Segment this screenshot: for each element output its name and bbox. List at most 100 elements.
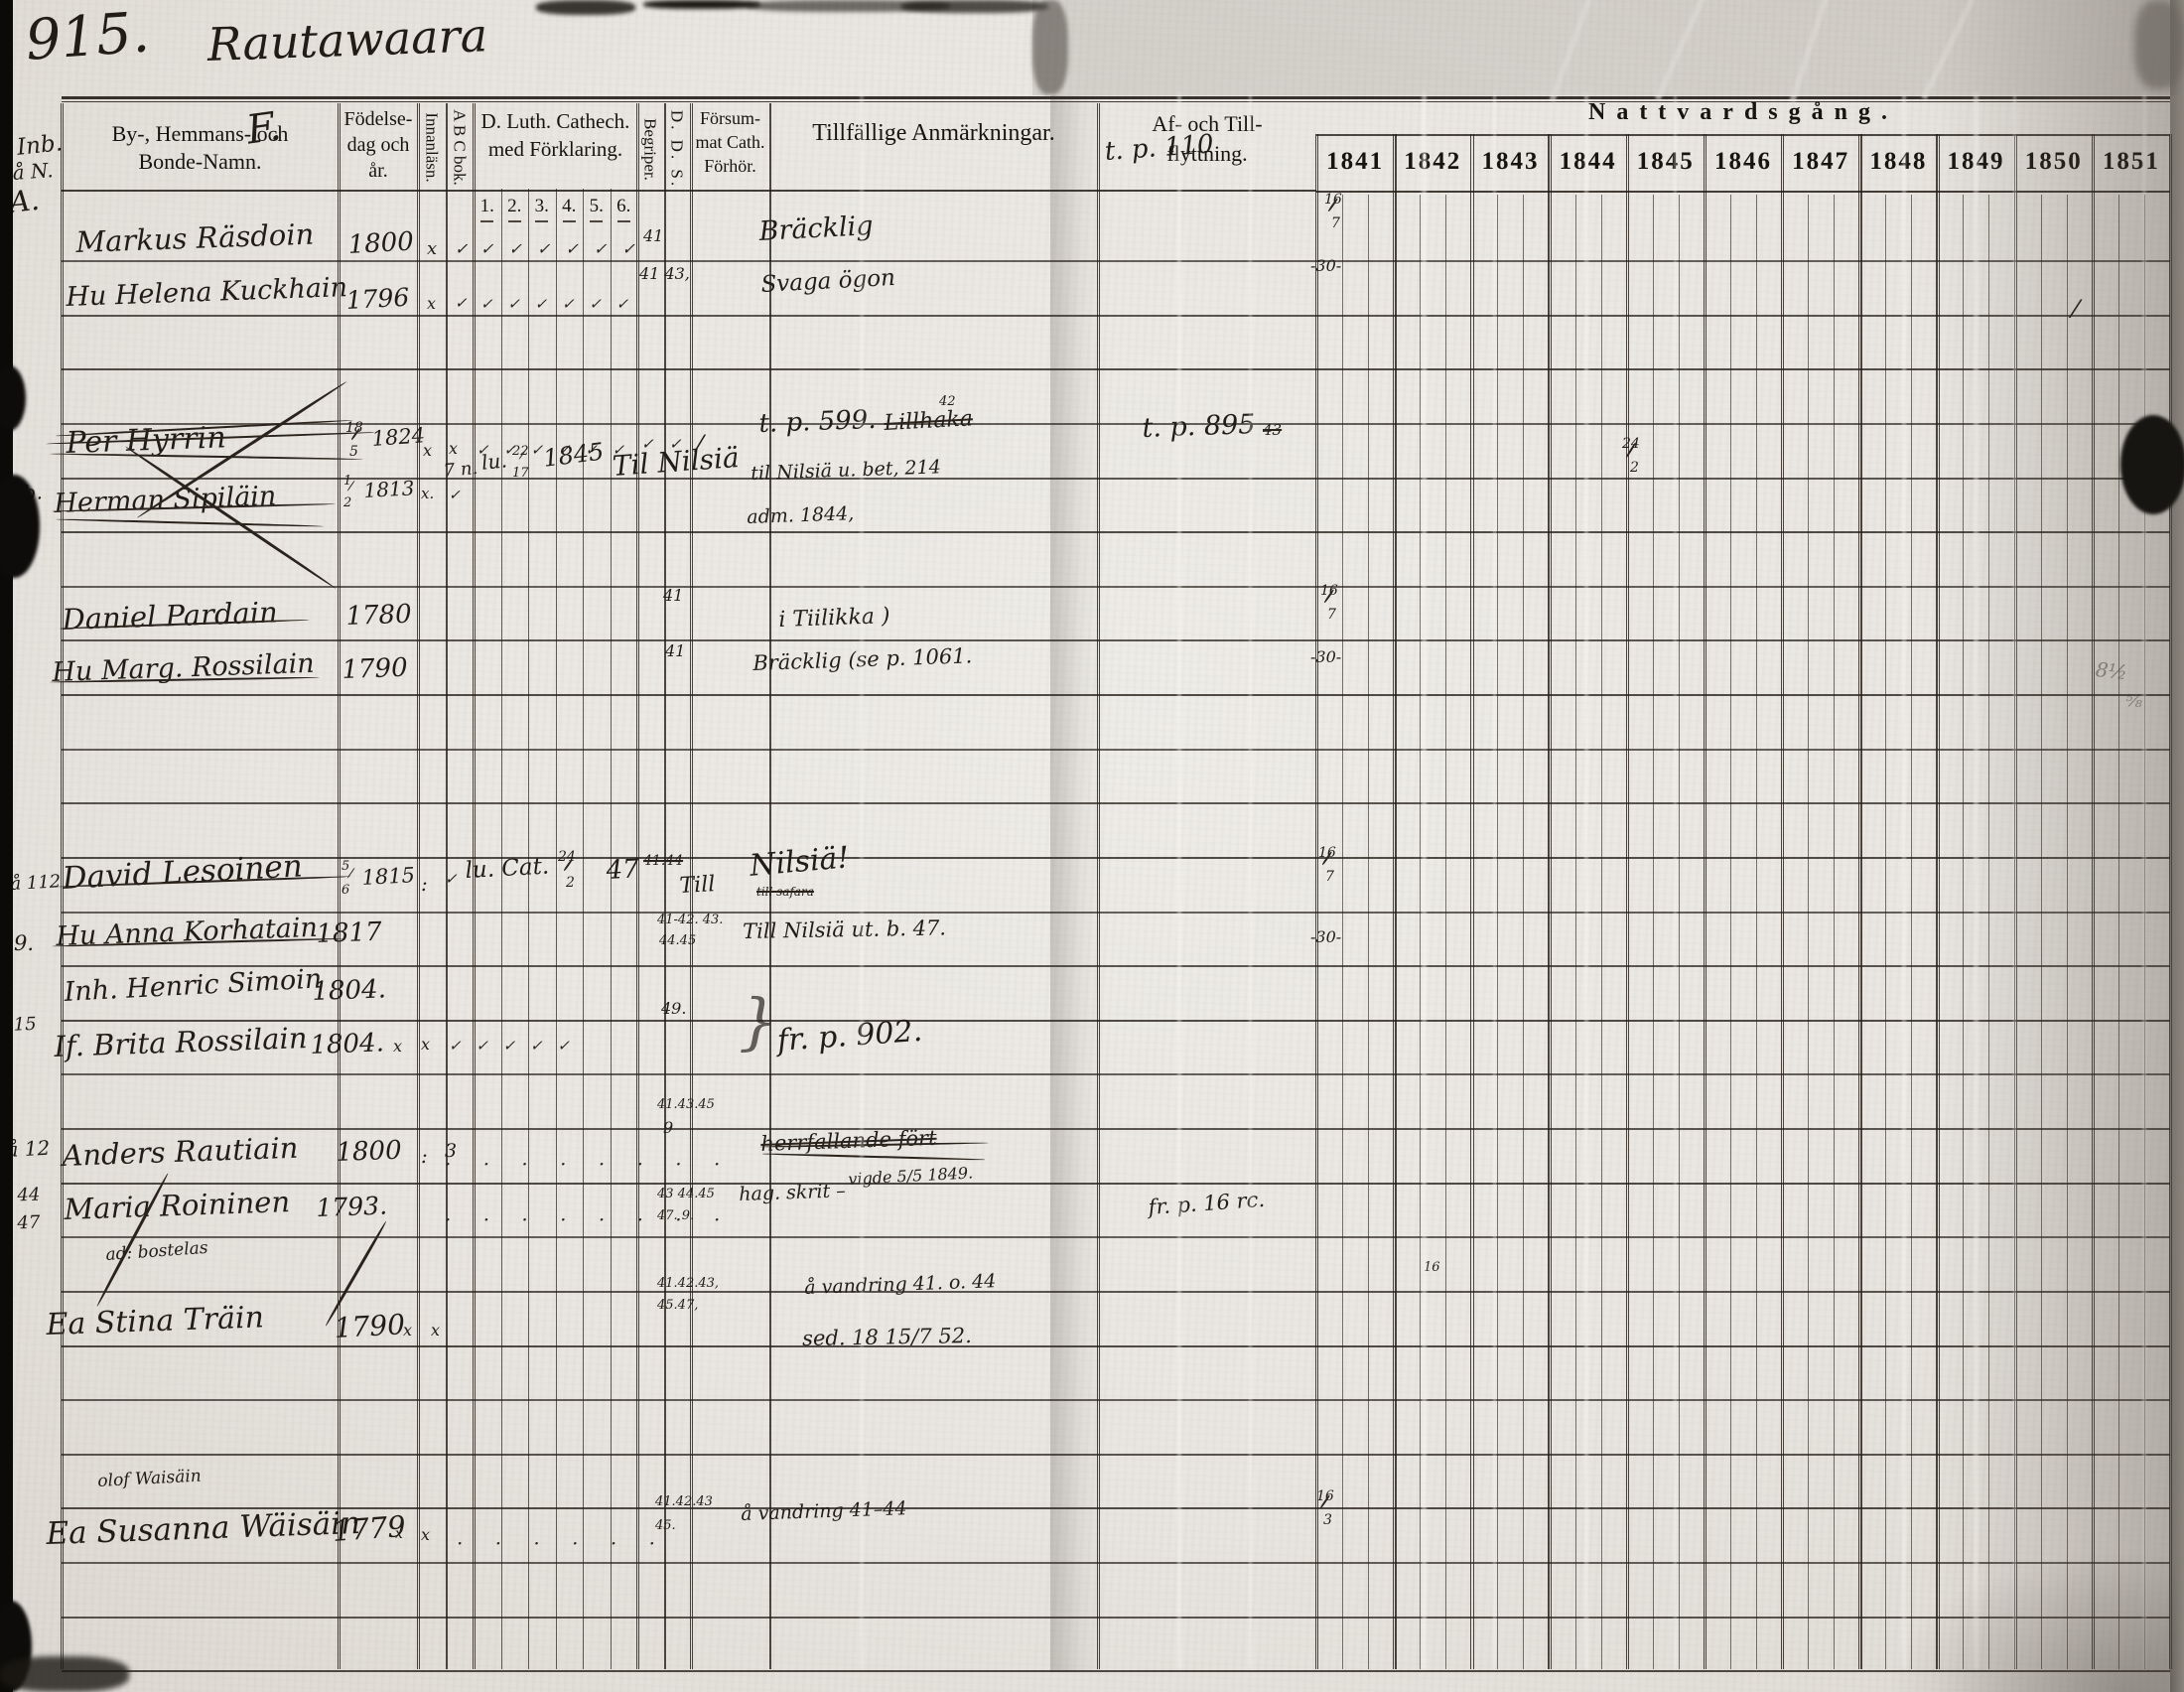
col-header-name-line2: Bonde-Namn. <box>138 149 262 174</box>
table-rule <box>62 531 2170 533</box>
table-rule <box>62 260 2170 262</box>
cath-col-number: 1. <box>479 196 494 216</box>
year-header: 1844 <box>1559 148 1617 175</box>
table-rule <box>446 103 448 1669</box>
handwriting-entry: 1 <box>343 474 352 489</box>
scan-streak <box>1974 91 1979 1669</box>
table-rule <box>610 189 612 1669</box>
table-rule <box>1885 195 1887 1669</box>
table-rule <box>62 1128 2170 1130</box>
table-rule <box>1625 134 1627 1669</box>
scan-streak <box>1902 91 1906 1669</box>
scan-smudge <box>0 1656 129 1692</box>
table-rule <box>1938 134 1940 1669</box>
handwriting-entry: x <box>395 1526 403 1542</box>
table-rule <box>62 802 2170 804</box>
table-rule <box>1523 195 1525 1669</box>
handwriting-entry: 41 <box>665 641 686 660</box>
handwriting-entry: 24 <box>558 849 576 865</box>
table-rule <box>590 220 603 222</box>
table-rule <box>1099 103 1101 1669</box>
col-header-innanlasn: Innanläsn. <box>422 112 442 183</box>
handwriting-entry: 1824 <box>370 423 426 451</box>
table-rule <box>62 1507 2170 1509</box>
col-header-name-line1: By-, Hemmans- och <box>111 121 289 146</box>
table-rule <box>1652 195 1654 1669</box>
year-header: 1850 <box>2024 148 2083 175</box>
handwriting-entry: 41.42.43 <box>655 1494 713 1509</box>
table-rule <box>1096 103 1099 1669</box>
table-rule <box>62 1454 2170 1457</box>
year-header: 1845 <box>1636 148 1695 175</box>
handwriting-entry: 4 47 <box>0 1211 41 1234</box>
table-rule <box>500 189 502 1669</box>
handwriting-entry: 6 <box>341 883 350 898</box>
ink-stroke <box>124 445 338 591</box>
handwriting-entry: Bräcklig (se p. 1061. <box>751 643 973 675</box>
table-rule <box>562 220 576 222</box>
handwriting-entry: Svaga ögon <box>759 264 896 298</box>
cath-col-number: 5. <box>589 196 604 216</box>
handwriting-entry: til Nilsiä u. bet, 214 <box>750 456 942 485</box>
scan-smudge <box>901 0 1048 13</box>
handwriting-entry: 7 <box>1325 869 1334 885</box>
handwriting-entry: 1800 <box>335 1135 403 1168</box>
handwriting-entry: ✓ <box>455 294 468 312</box>
handwriting-entry: 2 <box>1630 460 1639 476</box>
handwriting-entry: 49. <box>661 999 687 1018</box>
col-header-cathech-line2: med Förklaring. <box>487 137 623 161</box>
table-rule <box>507 220 521 222</box>
handwriting-entry: 1800 <box>346 226 415 260</box>
handwriting-entry: 1793. <box>315 1191 388 1222</box>
year-header: 1841 <box>1326 148 1385 175</box>
table-rule <box>692 103 694 1669</box>
handwriting-entry: Markus Räsdoin <box>74 216 315 259</box>
table-rule <box>1729 195 1731 1669</box>
col-header-cathech-line1: D. Luth. Cathech. <box>480 109 630 133</box>
handwriting-entry: 41.43.45 <box>657 1097 715 1112</box>
handwriting-entry: 7 <box>1327 607 1336 623</box>
table-rule <box>62 639 2170 642</box>
scan-streak <box>1177 91 1181 1669</box>
handwriting-entry: 41.44 <box>643 853 684 869</box>
handwriting-entry: 5 <box>349 444 358 460</box>
handwriting-entry: ✓ <box>455 239 469 258</box>
col-header-forsummat-line3: Förhör. <box>704 156 756 176</box>
handwriting-entry: A. <box>7 182 42 219</box>
table-rule <box>2094 134 2096 1669</box>
table-rule <box>664 103 666 1669</box>
table-rule <box>416 103 419 1669</box>
handwriting-entry: x <box>449 439 459 458</box>
table-rule <box>2040 195 2042 1669</box>
table-rule <box>2171 134 2173 1669</box>
table-rule <box>1627 134 1630 1669</box>
left-gutter-shadow <box>0 0 13 1692</box>
handwriting-entry: 41 43, <box>639 264 690 283</box>
ink-stroke <box>761 1153 985 1161</box>
handwriting-entry: ✓ ✓ ✓ ✓ ✓ ✓ <box>480 295 634 313</box>
table-rule <box>62 96 2170 99</box>
handwriting-entry: 915. <box>23 0 152 73</box>
handwriting-entry: Ea Susanna Wäisäin <box>45 1504 361 1552</box>
handwriting-entry: olof Waisäin <box>96 1466 203 1491</box>
handwriting-entry: x <box>421 1525 431 1544</box>
handwriting-entry: 5 <box>341 859 350 874</box>
ink-blot <box>2120 415 2184 514</box>
table-rule <box>62 912 2170 915</box>
table-rule <box>2015 134 2017 1669</box>
handwriting-entry: If. Brita Rossilain <box>53 1021 308 1063</box>
handwriting-entry: 9. <box>14 931 35 955</box>
table-rule <box>62 1399 2170 1401</box>
handwriting-entry: herrfallande fört <box>759 1125 937 1156</box>
col-header-birth-line1: Födelse- <box>343 108 413 130</box>
table-rule <box>1678 195 1680 1669</box>
handwriting-entry: : <box>421 1144 428 1168</box>
scan-smudge <box>747 0 950 12</box>
table-rule <box>555 189 557 1669</box>
handwriting-entry: x <box>427 238 438 259</box>
table-rule <box>1808 195 1810 1669</box>
handwriting-entry: 16 <box>1320 583 1338 599</box>
handwriting-entry: x <box>423 441 433 460</box>
table-rule <box>1780 134 1783 1669</box>
